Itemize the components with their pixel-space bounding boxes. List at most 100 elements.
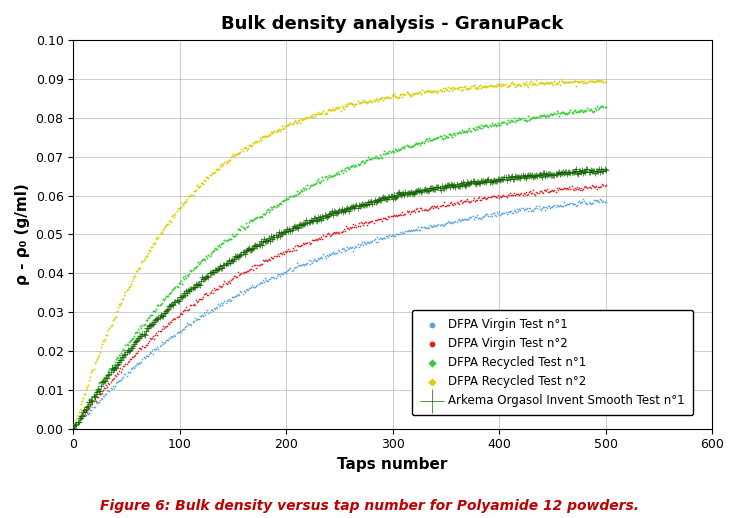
Arkema Orgasol Invent Smooth Test n°1 xyxy=(366,197,378,206)
DFPA Virgin Test n°2 xyxy=(560,185,572,193)
DFPA Virgin Test n°1 xyxy=(512,207,524,215)
DFPA Virgin Test n°1 xyxy=(280,269,292,277)
Arkema Orgasol Invent Smooth Test n°1 xyxy=(275,229,287,238)
Arkema Orgasol Invent Smooth Test n°1 xyxy=(592,167,604,175)
DFPA Recycled Test n°2 xyxy=(124,282,136,290)
DFPA Virgin Test n°1 xyxy=(572,197,584,206)
DFPA Recycled Test n°2 xyxy=(599,77,610,85)
DFPA Virgin Test n°2 xyxy=(468,194,480,203)
DFPA Recycled Test n°1 xyxy=(355,157,367,166)
DFPA Recycled Test n°1 xyxy=(243,218,255,226)
Arkema Orgasol Invent Smooth Test n°1 xyxy=(126,344,137,352)
DFPA Virgin Test n°2 xyxy=(409,208,421,216)
DFPA Virgin Test n°2 xyxy=(292,242,304,250)
Arkema Orgasol Invent Smooth Test n°1 xyxy=(559,168,571,176)
DFPA Virgin Test n°1 xyxy=(108,384,120,392)
DFPA Virgin Test n°2 xyxy=(459,197,471,206)
DFPA Virgin Test n°2 xyxy=(543,189,555,197)
DFPA Virgin Test n°1 xyxy=(185,320,197,328)
DFPA Recycled Test n°1 xyxy=(115,350,126,358)
DFPA Recycled Test n°1 xyxy=(74,413,86,421)
DFPA Virgin Test n°1 xyxy=(324,251,336,260)
DFPA Recycled Test n°1 xyxy=(511,116,523,124)
DFPA Virgin Test n°1 xyxy=(596,196,607,204)
DFPA Virgin Test n°1 xyxy=(211,304,223,312)
DFPA Virgin Test n°1 xyxy=(424,221,436,229)
Arkema Orgasol Invent Smooth Test n°1 xyxy=(302,219,313,227)
Arkema Orgasol Invent Smooth Test n°1 xyxy=(444,183,456,192)
DFPA Virgin Test n°2 xyxy=(111,369,123,377)
DFPA Virgin Test n°2 xyxy=(183,306,194,314)
Arkema Orgasol Invent Smooth Test n°1 xyxy=(204,269,216,278)
DFPA Recycled Test n°1 xyxy=(437,135,449,143)
DFPA Recycled Test n°2 xyxy=(562,78,574,86)
DFPA Recycled Test n°2 xyxy=(361,98,373,107)
DFPA Virgin Test n°1 xyxy=(500,208,511,216)
DFPA Recycled Test n°2 xyxy=(560,78,572,86)
DFPA Virgin Test n°1 xyxy=(358,238,370,246)
DFPA Virgin Test n°1 xyxy=(458,215,470,224)
DFPA Recycled Test n°2 xyxy=(386,92,398,100)
DFPA Recycled Test n°1 xyxy=(255,211,267,220)
DFPA Recycled Test n°2 xyxy=(596,77,608,85)
DFPA Virgin Test n°2 xyxy=(508,189,520,197)
DFPA Virgin Test n°2 xyxy=(579,182,591,191)
Arkema Orgasol Invent Smooth Test n°1 xyxy=(297,220,309,228)
X-axis label: Taps number: Taps number xyxy=(338,457,448,472)
DFPA Virgin Test n°1 xyxy=(273,270,285,279)
DFPA Virgin Test n°1 xyxy=(501,210,513,218)
DFPA Virgin Test n°1 xyxy=(466,211,478,220)
DFPA Virgin Test n°1 xyxy=(149,345,160,353)
DFPA Recycled Test n°1 xyxy=(542,112,554,120)
DFPA Recycled Test n°2 xyxy=(528,80,540,88)
DFPA Virgin Test n°2 xyxy=(352,221,364,229)
DFPA Virgin Test n°1 xyxy=(261,277,273,285)
Arkema Orgasol Invent Smooth Test n°1 xyxy=(198,275,210,283)
DFPA Virgin Test n°2 xyxy=(219,277,231,285)
Arkema Orgasol Invent Smooth Test n°1 xyxy=(96,378,108,386)
DFPA Virgin Test n°2 xyxy=(290,246,302,254)
Arkema Orgasol Invent Smooth Test n°1 xyxy=(569,167,581,175)
DFPA Recycled Test n°2 xyxy=(270,126,282,134)
DFPA Recycled Test n°1 xyxy=(277,197,289,205)
Arkema Orgasol Invent Smooth Test n°1 xyxy=(333,206,345,214)
Arkema Orgasol Invent Smooth Test n°1 xyxy=(287,224,299,232)
Arkema Orgasol Invent Smooth Test n°1 xyxy=(480,177,491,185)
DFPA Virgin Test n°2 xyxy=(274,249,286,257)
Arkema Orgasol Invent Smooth Test n°1 xyxy=(493,175,505,183)
Arkema Orgasol Invent Smooth Test n°1 xyxy=(108,365,120,373)
DFPA Virgin Test n°1 xyxy=(110,379,122,387)
DFPA Virgin Test n°2 xyxy=(490,193,502,202)
DFPA Recycled Test n°1 xyxy=(188,264,200,272)
Arkema Orgasol Invent Smooth Test n°1 xyxy=(533,171,545,179)
DFPA Virgin Test n°2 xyxy=(537,189,548,197)
DFPA Recycled Test n°2 xyxy=(308,110,320,118)
DFPA Recycled Test n°2 xyxy=(426,88,438,96)
DFPA Recycled Test n°1 xyxy=(209,244,221,252)
Arkema Orgasol Invent Smooth Test n°1 xyxy=(432,183,443,192)
DFPA Virgin Test n°2 xyxy=(574,186,586,194)
DFPA Recycled Test n°1 xyxy=(354,160,366,168)
DFPA Recycled Test n°1 xyxy=(424,136,436,144)
DFPA Recycled Test n°1 xyxy=(118,345,129,353)
DFPA Recycled Test n°1 xyxy=(192,258,204,267)
DFPA Recycled Test n°2 xyxy=(389,92,401,100)
DFPA Recycled Test n°1 xyxy=(420,135,432,143)
DFPA Recycled Test n°1 xyxy=(185,266,197,274)
DFPA Recycled Test n°2 xyxy=(443,87,455,95)
DFPA Recycled Test n°2 xyxy=(175,203,187,211)
DFPA Recycled Test n°2 xyxy=(86,368,98,377)
DFPA Virgin Test n°1 xyxy=(75,414,86,422)
DFPA Virgin Test n°1 xyxy=(400,227,412,235)
Arkema Orgasol Invent Smooth Test n°1 xyxy=(263,234,275,242)
DFPA Recycled Test n°2 xyxy=(197,180,209,188)
DFPA Recycled Test n°2 xyxy=(356,98,368,106)
DFPA Virgin Test n°1 xyxy=(405,226,417,234)
DFPA Recycled Test n°1 xyxy=(190,263,202,271)
Arkema Orgasol Invent Smooth Test n°1 xyxy=(238,248,250,256)
Arkema Orgasol Invent Smooth Test n°1 xyxy=(207,268,219,276)
DFPA Virgin Test n°1 xyxy=(308,255,320,263)
DFPA Recycled Test n°2 xyxy=(536,79,548,88)
DFPA Virgin Test n°2 xyxy=(412,207,424,215)
Arkema Orgasol Invent Smooth Test n°1 xyxy=(299,219,311,227)
